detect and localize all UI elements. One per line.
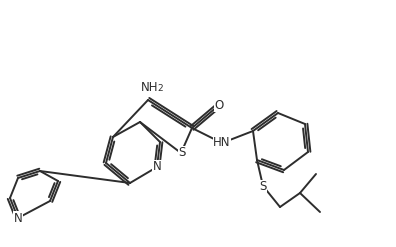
Text: S: S bbox=[178, 146, 186, 160]
Text: 2: 2 bbox=[157, 84, 163, 93]
Text: O: O bbox=[214, 99, 224, 111]
Text: NH: NH bbox=[141, 81, 159, 94]
Text: S: S bbox=[259, 181, 267, 193]
Text: N: N bbox=[152, 161, 162, 173]
Text: N: N bbox=[13, 211, 23, 225]
Text: HN: HN bbox=[213, 137, 231, 149]
